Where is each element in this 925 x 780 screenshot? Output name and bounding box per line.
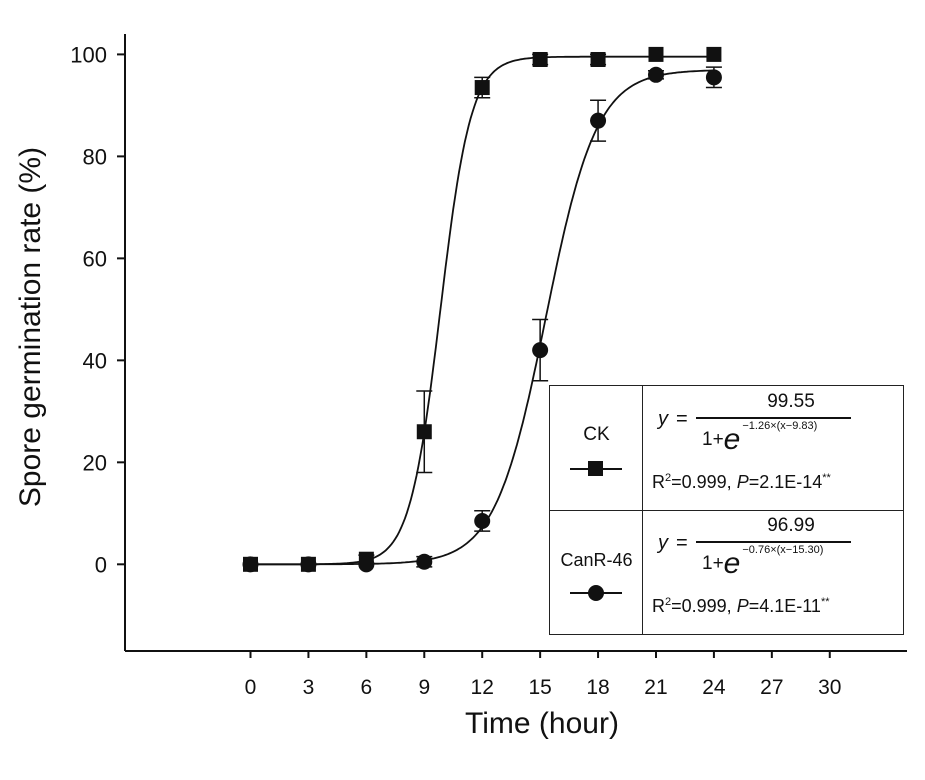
y-tick-label: 0 — [95, 552, 107, 577]
y-tick-label: 20 — [83, 450, 107, 475]
y-ticks: 0 20 40 60 80 100 — [70, 42, 125, 577]
eq-p-value: =2.1E-14 — [748, 472, 823, 492]
eq-p-label: P — [736, 472, 749, 492]
y-tick-label: 80 — [83, 144, 107, 169]
x-tick-label: 3 — [303, 676, 315, 699]
x-tick-label: 30 — [818, 676, 841, 699]
data-point-circle — [300, 556, 317, 573]
data-point-square — [532, 51, 548, 67]
data-point-circle — [474, 512, 491, 529]
eq-r2-label: R — [652, 596, 665, 616]
eq-numerator: 96.99 — [767, 515, 815, 536]
ck-fit-equation: y = 99.55 1+e −1.26×(x−9.83) R2=0.999, P=… — [646, 386, 902, 510]
legend-row-ck: CK y = 99.55 1+e −1.26×(x−9.83) R2=0.999,… — [550, 386, 903, 511]
eq-numerator: 99.55 — [767, 391, 815, 412]
eq-denominator: 1+e −1.26×(x−9.83) — [702, 420, 817, 457]
data-points — [242, 46, 722, 573]
legend-marker-circle — [570, 585, 622, 601]
x-tick-label: 9 — [418, 676, 430, 699]
eq-fraction-bar — [696, 541, 851, 543]
legend: CK y = 99.55 1+e −1.26×(x−9.83) R2=0.999,… — [549, 385, 904, 635]
eq-stats: R2=0.999, P=4.1E-11** — [652, 596, 830, 617]
data-point-circle — [358, 556, 375, 573]
x-axis-label: Time (hour) — [465, 707, 619, 740]
data-point-square — [474, 80, 490, 96]
y-tick-label: 60 — [83, 246, 107, 271]
eq-p-sig: ** — [822, 472, 831, 484]
eq-exponent: −0.76×(x−15.30) — [742, 544, 824, 556]
data-point-circle — [647, 66, 664, 83]
data-point-circle — [242, 556, 259, 573]
x-tick-label: 6 — [361, 676, 373, 699]
eq-r2-value: =0.999, — [671, 472, 737, 492]
x-tick-label: 24 — [702, 676, 726, 699]
eq-r2-sup: 2 — [665, 472, 672, 484]
eq-den-prefix: 1+ — [702, 553, 724, 574]
x-tick-label: 27 — [760, 676, 783, 699]
eq-fraction-bar — [696, 417, 851, 419]
eq-p-value: =4.1E-11 — [748, 596, 821, 616]
eq-equals: = — [676, 532, 688, 554]
legend-name-cell: CanR-46 — [550, 510, 643, 634]
x-tick-label: 21 — [644, 676, 667, 699]
eq-stats: R2=0.999, P=2.1E-14** — [652, 472, 831, 493]
y-tick-label: 40 — [83, 348, 107, 373]
x-tick-label: 12 — [471, 676, 494, 699]
eq-r2-label: R — [652, 472, 665, 492]
y-axis-label: Spore germination rate (%) — [14, 147, 47, 507]
y-tick-label: 100 — [70, 42, 107, 67]
data-point-circle — [416, 553, 433, 570]
eq-lhs: y — [658, 532, 668, 554]
eq-p-label: P — [736, 596, 749, 616]
eq-denominator: 1+e −0.76×(x−15.30) — [702, 544, 823, 581]
legend-name-cell: CK — [550, 386, 643, 510]
x-tick-label: 15 — [528, 676, 551, 699]
eq-r2-sup: 2 — [665, 596, 672, 608]
data-point-square — [590, 51, 606, 67]
x-ticks: 0 3 6 9 12 15 18 21 24 27 30 — [245, 651, 841, 699]
eq-lhs: y — [658, 408, 668, 430]
legend-label-ck: CK — [583, 424, 610, 445]
legend-label-canr46: CanR-46 — [560, 550, 633, 570]
eq-r2-value: =0.999, — [671, 596, 737, 616]
x-tick-label: 18 — [586, 676, 609, 699]
axes — [124, 34, 907, 652]
data-point-circle — [705, 69, 722, 86]
eq-exponent: −1.26×(x−9.83) — [742, 420, 818, 432]
legend-row-canr46: CanR-46 y = 96.99 1+e −0.76×(x−15.30) R2=… — [550, 510, 903, 634]
data-point-square — [648, 46, 664, 62]
x-tick-label: 0 — [245, 676, 257, 699]
data-point-square — [416, 424, 432, 440]
data-point-circle — [532, 342, 549, 359]
eq-equals: = — [676, 408, 688, 430]
legend-marker-square — [570, 461, 622, 476]
eq-den-prefix: 1+ — [702, 429, 724, 450]
eq-p-sig: ** — [820, 596, 830, 608]
data-point-square — [706, 46, 722, 62]
data-point-circle — [590, 112, 607, 129]
canr46-fit-equation: y = 96.99 1+e −0.76×(x−15.30) R2=0.999, P… — [646, 510, 902, 634]
eq-den-base: e — [723, 423, 741, 456]
eq-den-base: e — [723, 547, 741, 580]
